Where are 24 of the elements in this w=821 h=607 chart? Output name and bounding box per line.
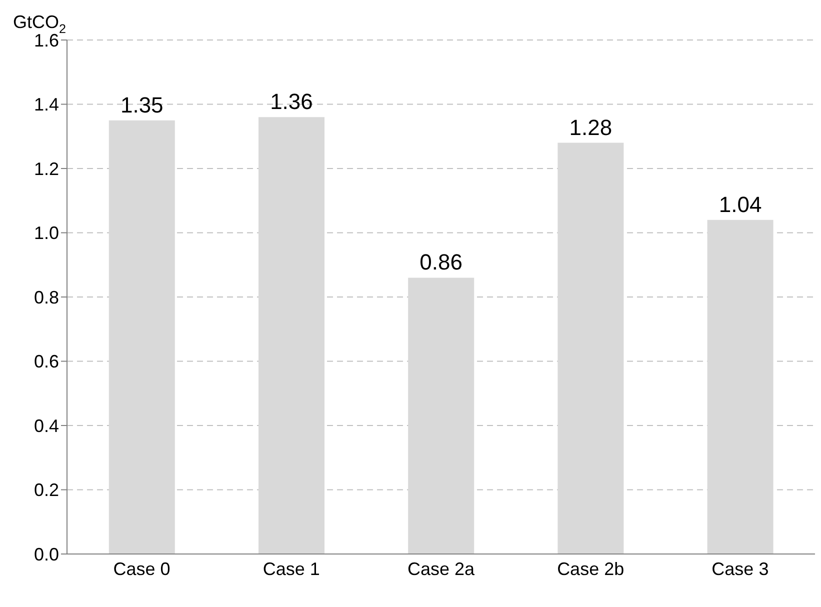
data-label: 1.04 <box>718 192 762 217</box>
x-tick-label: Case 0 <box>113 558 170 579</box>
y-tick-label: 1.4 <box>34 94 59 115</box>
data-label: 0.86 <box>420 250 462 275</box>
y-tick-label: 1.6 <box>34 30 59 50</box>
y-tick-label: 1.0 <box>34 223 59 244</box>
x-tick-label: Case 3 <box>712 558 769 579</box>
x-tick-label: Case 2a <box>407 558 476 579</box>
data-label: 1.36 <box>270 89 313 114</box>
x-tick-label: Case 1 <box>262 558 320 579</box>
bar <box>408 278 474 554</box>
y-tick-label: 0.2 <box>34 480 59 500</box>
bar <box>558 142 624 554</box>
data-label: 1.28 <box>569 114 612 140</box>
bar <box>258 117 324 554</box>
y-tick-label: 0.8 <box>34 287 59 308</box>
data-label: 1.35 <box>120 92 164 118</box>
y-tick-label: 1.2 <box>34 158 59 179</box>
x-tick-label: Case 2b <box>557 558 624 579</box>
bar <box>108 120 175 554</box>
y-tick-label: 0.6 <box>34 352 59 372</box>
y-tick-label: 0.0 <box>34 544 59 564</box>
bar <box>707 220 774 554</box>
y-tick-label: 0.4 <box>34 416 59 436</box>
